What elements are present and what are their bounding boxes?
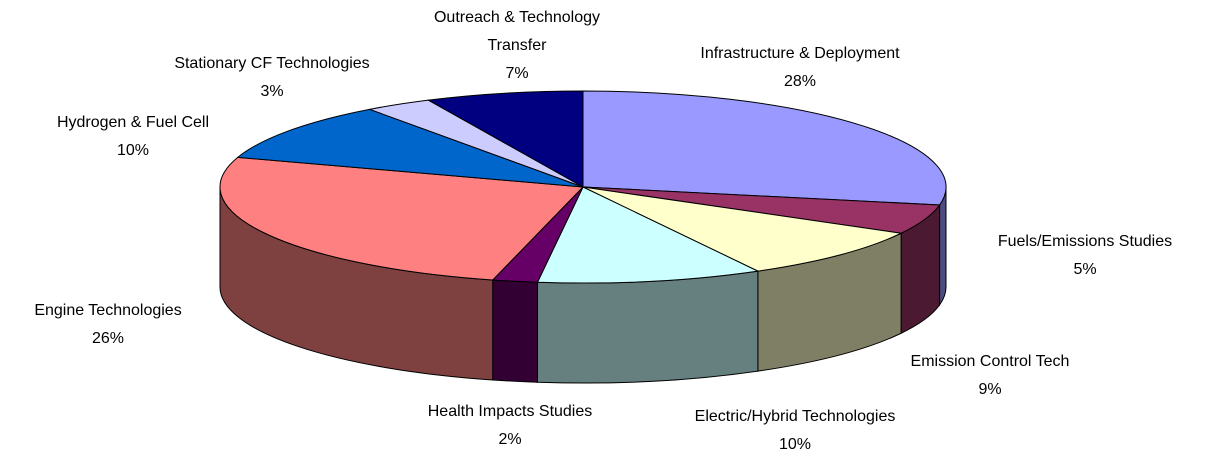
slice-side (537, 270, 759, 384)
category-label: Infrastructure & Deployment (700, 45, 900, 62)
slice (236, 108, 584, 188)
category-label: Health Impacts Studies (427, 403, 593, 420)
slice (536, 186, 760, 284)
slice (582, 90, 947, 206)
slice-side (939, 186, 947, 307)
value-label: 5% (1073, 261, 1097, 278)
slice-label: Emission Control Tech 9% (870, 348, 1110, 404)
slice (219, 156, 585, 281)
value-label: 26% (91, 330, 125, 347)
slice-side (492, 279, 539, 383)
category-label: Emission Control Tech (910, 353, 1070, 370)
value-label: 28% (783, 73, 817, 90)
slice-label: Stationary CF Technologies 3% (142, 50, 402, 106)
slice-label: Hydrogen & Fuel Cell 10% (23, 109, 243, 165)
category-label: Stationary CF Technologies (174, 55, 370, 72)
category-label: Electric/Hybrid Technologies (694, 408, 896, 425)
slice (426, 90, 584, 188)
value-label: 9% (978, 381, 1002, 398)
value-label: 10% (116, 142, 150, 159)
value-label: 3% (260, 83, 284, 100)
category-label: Engine Technologies (34, 302, 182, 319)
slice-label: Fuels/Emissions Studies 5% (955, 228, 1211, 284)
value-label: 7% (505, 65, 529, 82)
value-label: 2% (498, 431, 522, 448)
category-label: Outreach & Technology Transfer (433, 9, 601, 54)
slice-label: Health Impacts Studies 2% (390, 398, 630, 454)
category-label: Fuels/Emissions Studies (997, 233, 1173, 250)
slice (582, 186, 903, 272)
value-label: 10% (778, 436, 812, 453)
slice-label: Electric/Hybrid Technologies 10% (645, 403, 945, 459)
slice-label: Infrastructure & Deployment 28% (650, 40, 950, 96)
slice-label: Outreach & Technology Transfer 7% (417, 4, 617, 88)
category-label: Hydrogen & Fuel Cell (56, 114, 210, 131)
slice-label: Engine Technologies 26% (0, 297, 228, 353)
